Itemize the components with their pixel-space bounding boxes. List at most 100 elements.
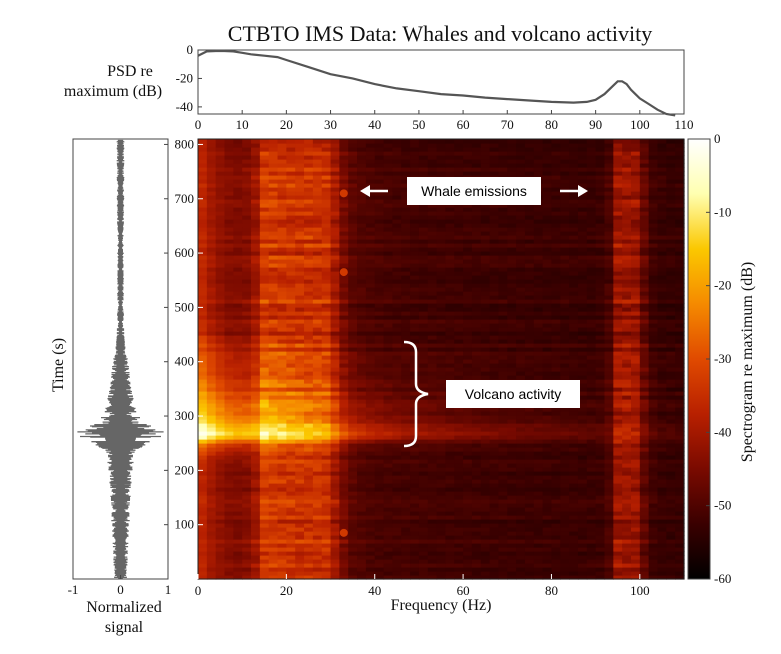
- spectrogram-cell: [286, 507, 296, 512]
- spectrogram-cell: [268, 339, 279, 344]
- spectrogram-cell: [295, 275, 305, 280]
- spectrogram-cell: [489, 359, 500, 364]
- spectrogram-cell: [507, 543, 517, 548]
- spectrogram-cell: [586, 323, 597, 328]
- spectrogram-cell: [551, 255, 561, 260]
- spectrogram-cell: [657, 263, 667, 268]
- spectrogram-cell: [454, 423, 464, 428]
- spectrogram-cell: [577, 543, 588, 548]
- spectrogram-cell: [401, 571, 411, 576]
- spectrogram-cell: [224, 283, 234, 288]
- spectrogram-cell: [595, 515, 606, 520]
- spectrogram-cell: [445, 407, 455, 412]
- spectrogram-cell: [657, 547, 667, 552]
- spectrogram-cell: [533, 251, 544, 256]
- spectrogram-cell: [507, 415, 517, 420]
- spectrogram-cell: [348, 339, 358, 344]
- spectrogram-cell: [312, 563, 323, 568]
- spectrogram-cell: [454, 291, 464, 296]
- spectrogram-cell: [242, 251, 252, 256]
- spectrogram-cell: [365, 375, 376, 380]
- spectrogram-cell: [330, 567, 340, 572]
- spectrogram-cell: [401, 287, 411, 292]
- spectrogram-cell: [215, 227, 226, 232]
- spectrogram-cell: [427, 307, 438, 312]
- spectrogram-cell: [586, 275, 597, 280]
- spectrogram-cell: [454, 283, 464, 288]
- spectrogram-cell: [595, 279, 606, 284]
- spectrogram-cell: [630, 439, 641, 444]
- spectrogram-cell: [365, 331, 376, 336]
- spectrogram-cell: [286, 363, 296, 368]
- spectrogram-cell: [295, 463, 305, 468]
- spectrogram-cell: [312, 219, 323, 224]
- spectrogram-cell: [498, 459, 508, 464]
- spectrogram-cell: [436, 399, 447, 404]
- spectrogram-cell: [251, 487, 261, 492]
- spectrogram-cell: [427, 451, 438, 456]
- spectrogram-cell: [427, 383, 438, 388]
- spectrogram-cell: [622, 547, 632, 552]
- spectrogram-cell: [445, 331, 455, 336]
- spectrogram-cell: [427, 387, 438, 392]
- spectrogram-cell: [198, 415, 208, 420]
- spectrogram-cell: [445, 311, 455, 316]
- spectrogram-cell: [206, 455, 217, 460]
- spectrogram-cell: [321, 499, 332, 504]
- spectrogram-cell: [507, 499, 517, 504]
- spectrogram-cell: [613, 371, 623, 376]
- spectrogram-cell: [304, 363, 314, 368]
- spectrogram-cell: [304, 555, 314, 560]
- spectrogram-cell: [630, 427, 641, 432]
- spectrogram-cell: [480, 507, 491, 512]
- spectrogram-cell: [577, 251, 588, 256]
- spectrogram-cell: [401, 467, 411, 472]
- spectrogram-cell: [445, 375, 455, 380]
- spectrogram-cell: [206, 287, 217, 292]
- spectrogram-cell: [639, 503, 650, 508]
- spectrogram-cell: [339, 235, 349, 240]
- spectrogram-cell: [242, 223, 252, 228]
- spectrogram-cell: [427, 299, 438, 304]
- spectrogram-cell: [410, 459, 420, 464]
- spectrogram-cell: [215, 399, 226, 404]
- spectrogram-cell: [639, 571, 650, 576]
- spectrogram-cell: [639, 399, 650, 404]
- spectrogram-cell: [675, 395, 685, 400]
- spectrogram-cell: [463, 315, 473, 320]
- spectrogram-cell: [312, 299, 323, 304]
- spectrogram-cell: [445, 319, 455, 324]
- spectrogram-cell: [304, 463, 314, 468]
- spectrogram-cell: [348, 443, 358, 448]
- spectrogram-cell: [639, 243, 650, 248]
- spectrogram-cell: [595, 511, 606, 516]
- spectrogram-cell: [215, 459, 226, 464]
- spectrogram-cell: [198, 247, 208, 252]
- spectrogram-cell: [586, 467, 597, 472]
- spectrogram-cell: [489, 551, 500, 556]
- spectrogram-cell: [410, 239, 420, 244]
- spectrogram-cell: [418, 575, 429, 580]
- spectrogram-cell: [639, 291, 650, 296]
- spectrogram-cell: [277, 535, 287, 540]
- spectrogram-cell: [427, 351, 438, 356]
- spectrogram-cell: [533, 363, 544, 368]
- spectrogram-cell: [277, 223, 287, 228]
- spectrogram-cell: [480, 459, 491, 464]
- spectrogram-cell: [666, 335, 676, 340]
- spectrogram-cell: [463, 255, 473, 260]
- spectrogram-cell: [666, 395, 676, 400]
- spectrogram-cell: [392, 295, 402, 300]
- spectrogram-cell: [233, 387, 243, 392]
- spectrogram-cell: [560, 435, 570, 440]
- spectrogram-cell: [630, 351, 641, 356]
- spectrogram-cell: [427, 491, 438, 496]
- spectrogram-cell: [648, 227, 659, 232]
- spectrogram-cell: [666, 427, 676, 432]
- spectrogram-cell: [622, 375, 632, 380]
- spectrogram-cell: [224, 435, 234, 440]
- spectrogram-cell: [595, 351, 606, 356]
- spectrogram-cell: [542, 303, 553, 308]
- spectrogram-cell: [533, 455, 544, 460]
- spectrogram-cell: [560, 455, 570, 460]
